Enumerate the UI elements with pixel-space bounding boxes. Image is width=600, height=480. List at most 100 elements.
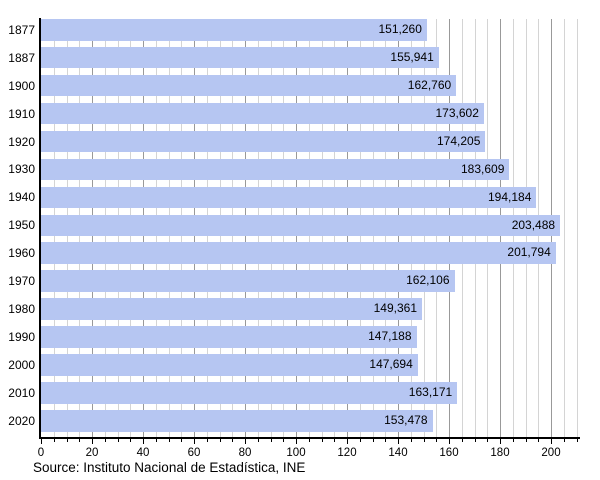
minor-tick-mark [309,439,310,442]
minor-tick-mark [156,439,157,442]
minor-tick-mark [577,439,578,442]
major-tick-mark [92,439,93,444]
bar-1950: 203,488 [41,214,561,237]
bar-1900: 162,760 [41,74,457,97]
y-axis-label-1970: 1970 [8,274,35,289]
major-tick-mark [551,439,552,444]
minor-tick-mark [169,439,170,442]
minor-gridline [577,19,578,438]
minor-tick-mark [411,439,412,442]
y-axis-label-1877: 1877 [8,22,35,37]
y-axis-label-1887: 1887 [8,50,35,65]
x-tick-label-100: 100 [286,447,306,459]
minor-tick-mark [436,439,437,442]
minor-tick-mark [526,439,527,442]
minor-tick-mark [54,439,55,442]
bar-2020: 153,478 [41,410,433,432]
bar-value-label: 153,478 [384,413,428,428]
minor-tick-mark [487,439,488,442]
minor-tick-mark [79,439,80,442]
minor-tick-mark [130,439,131,442]
minor-tick-mark [538,439,539,442]
minor-tick-mark [360,439,361,442]
major-tick-mark [143,439,144,444]
y-axis-label-1950: 1950 [8,218,35,233]
minor-tick-mark [373,439,374,442]
bar-1940: 194,184 [41,186,537,209]
bar-1877: 151,260 [41,19,427,41]
minor-tick-mark [207,439,208,442]
y-axis-label-1900: 1900 [8,78,35,93]
major-tick-mark [41,439,42,444]
major-tick-mark [245,439,246,444]
x-tick-label-120: 120 [337,447,357,459]
bar-value-label: 162,760 [407,77,452,92]
y-axis-label-2010: 2010 [8,385,35,400]
x-tick-label-40: 40 [136,447,150,459]
minor-tick-mark [385,439,386,442]
minor-tick-mark [424,439,425,442]
minor-tick-mark [564,439,565,442]
y-axis-label-1980: 1980 [8,302,35,317]
x-tick-label-200: 200 [541,447,561,459]
minor-tick-mark [462,439,463,442]
x-tick-label-180: 180 [490,447,510,459]
y-axis-label-2020: 2020 [8,413,35,428]
y-axis-label-1990: 1990 [8,330,35,344]
bar-2000: 147,694 [41,354,418,376]
minor-tick-mark [322,439,323,442]
major-tick-mark [194,439,195,444]
bar-value-label: 155,941 [390,49,434,64]
y-axis-label-2000: 2000 [8,357,35,372]
minor-tick-mark [475,439,476,442]
minor-tick-mark [118,439,119,442]
bar-1910: 173,602 [41,102,484,125]
minor-tick-mark [232,439,233,442]
minor-tick-mark [513,439,514,442]
minor-tick-mark [334,439,335,442]
minor-tick-mark [271,439,272,442]
bar-value-label: 163,171 [408,385,453,400]
minor-tick-mark [181,439,182,442]
y-axis-line [39,18,41,439]
bar-1990: 147,188 [41,326,417,348]
bar-1980: 149,361 [41,298,422,320]
bar-value-label: 183,609 [461,161,505,176]
minor-tick-mark [67,439,68,442]
x-tick-label-20: 20 [85,447,99,459]
y-axis-label-1930: 1930 [8,162,35,177]
bar-value-label: 194,184 [488,189,532,204]
minor-tick-mark [258,439,259,442]
y-axis-label-1960: 1960 [8,246,35,261]
bar-1887: 155,941 [41,46,439,69]
minor-tick-mark [283,439,284,442]
major-tick-mark [296,439,297,444]
major-tick-mark [449,439,450,444]
bar-value-label: 174,205 [437,133,481,148]
bar-2010: 163,171 [41,382,458,404]
bar-value-label: 203,488 [511,217,556,232]
x-tick-label-140: 140 [388,447,408,459]
x-tick-label-80: 80 [238,447,252,459]
bar-value-label: 147,188 [368,329,412,344]
x-tick-label-160: 160 [439,447,459,459]
x-axis-line [39,437,580,439]
bar-value-label: 149,361 [373,301,417,316]
bar-value-label: 173,602 [435,105,479,120]
bar-value-label: 147,694 [369,357,413,372]
major-tick-mark [347,439,348,444]
bar-value-label: 162,106 [406,273,450,288]
x-tick-label-0: 0 [37,447,45,459]
major-tick-mark [398,439,399,444]
minor-tick-mark [220,439,221,442]
bar-1920: 174,205 [41,130,486,153]
bar-1960: 201,794 [41,242,556,264]
source-caption: Source: Instituto Nacional de Estadístic… [33,460,306,475]
minor-tick-mark [105,439,106,442]
y-axis-label-1940: 1940 [8,190,35,205]
bar-1970: 162,106 [41,270,455,292]
x-tick-label-60: 60 [187,447,201,459]
bar-value-label: 201,794 [507,245,551,260]
plot-area: 151,260 155,941 162,760 173,602 174,205 183,6… [41,19,579,438]
